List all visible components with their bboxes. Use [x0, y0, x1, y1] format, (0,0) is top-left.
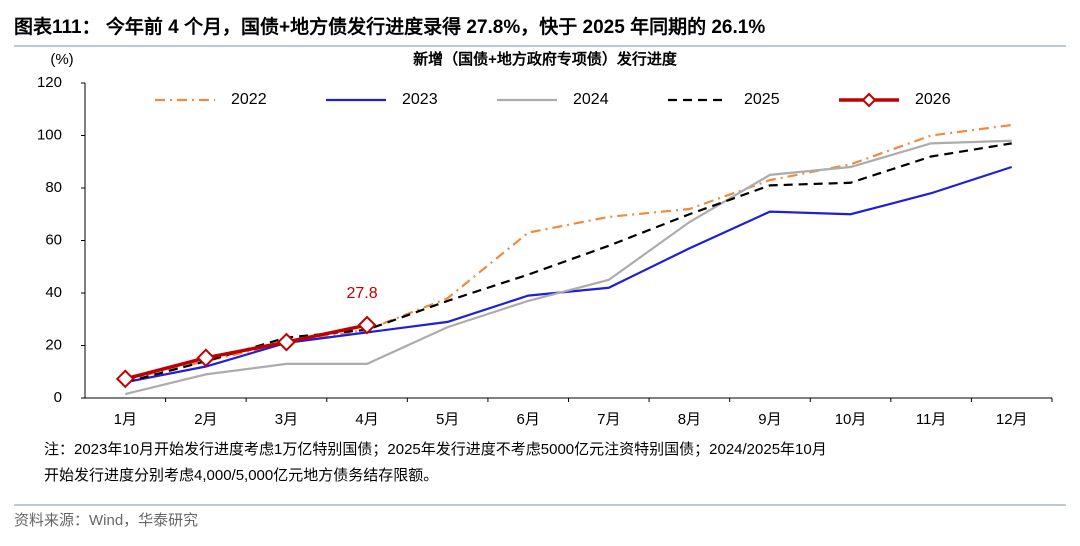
chart-title: 新增（国债+地方政府专项债）发行进度 [413, 50, 678, 68]
series-line [125, 139, 1012, 396]
y-tick-label: 80 [45, 179, 62, 196]
point-marker [196, 348, 216, 368]
x-tick-label: 11月 [916, 411, 947, 428]
legend-label: 2026 [915, 91, 951, 108]
header-title: 图表111： 今年前 4 个月，国债+地方债发行进度录得 27.8%，快于 20… [14, 15, 765, 38]
legend-label: 2023 [402, 91, 438, 108]
legend-marker [861, 92, 877, 108]
point-marker [357, 315, 377, 335]
x-tick-label: 1月 [114, 411, 137, 428]
y-tick-label: 100 [37, 126, 62, 143]
note-line: 注：2023年10月开始发行进度考虑1万亿特别国债；2025年发行进度不考虑50… [44, 441, 827, 458]
x-tick-label: 12月 [996, 411, 1028, 428]
series-line [125, 165, 1013, 384]
point-marker [115, 369, 135, 389]
x-tick-label: 6月 [517, 411, 540, 428]
legend-label: 2022 [231, 91, 267, 108]
x-tick-label: 5月 [436, 411, 459, 428]
x-tick-label: 2月 [194, 411, 217, 428]
series-line [125, 142, 1012, 384]
x-tick-label: 3月 [275, 411, 298, 428]
y-axis-label: (%) [50, 51, 73, 68]
y-tick-label: 120 [37, 74, 62, 91]
series-line [124, 323, 368, 381]
x-tick-label: 4月 [355, 411, 378, 428]
series-line [125, 123, 1012, 381]
x-tick-label: 8月 [678, 411, 701, 428]
note-line: 开始发行进度分别考虑4,000/5,000亿元地方债务结存限额。 [44, 467, 438, 484]
x-tick-label: 9月 [758, 411, 781, 428]
legend-label: 2024 [573, 91, 609, 108]
source: 资料来源：Wind，华泰研究 [14, 512, 198, 529]
y-tick-label: 40 [45, 284, 62, 301]
y-tick-label: 0 [54, 389, 62, 406]
data-label: 27.8 [346, 285, 377, 302]
x-tick-label: 7月 [597, 411, 620, 428]
y-tick-label: 20 [45, 336, 62, 353]
y-tick-label: 60 [45, 231, 62, 248]
point-marker [277, 332, 296, 352]
legend-label: 2025 [744, 91, 780, 108]
x-tick-label: 10月 [835, 411, 867, 428]
